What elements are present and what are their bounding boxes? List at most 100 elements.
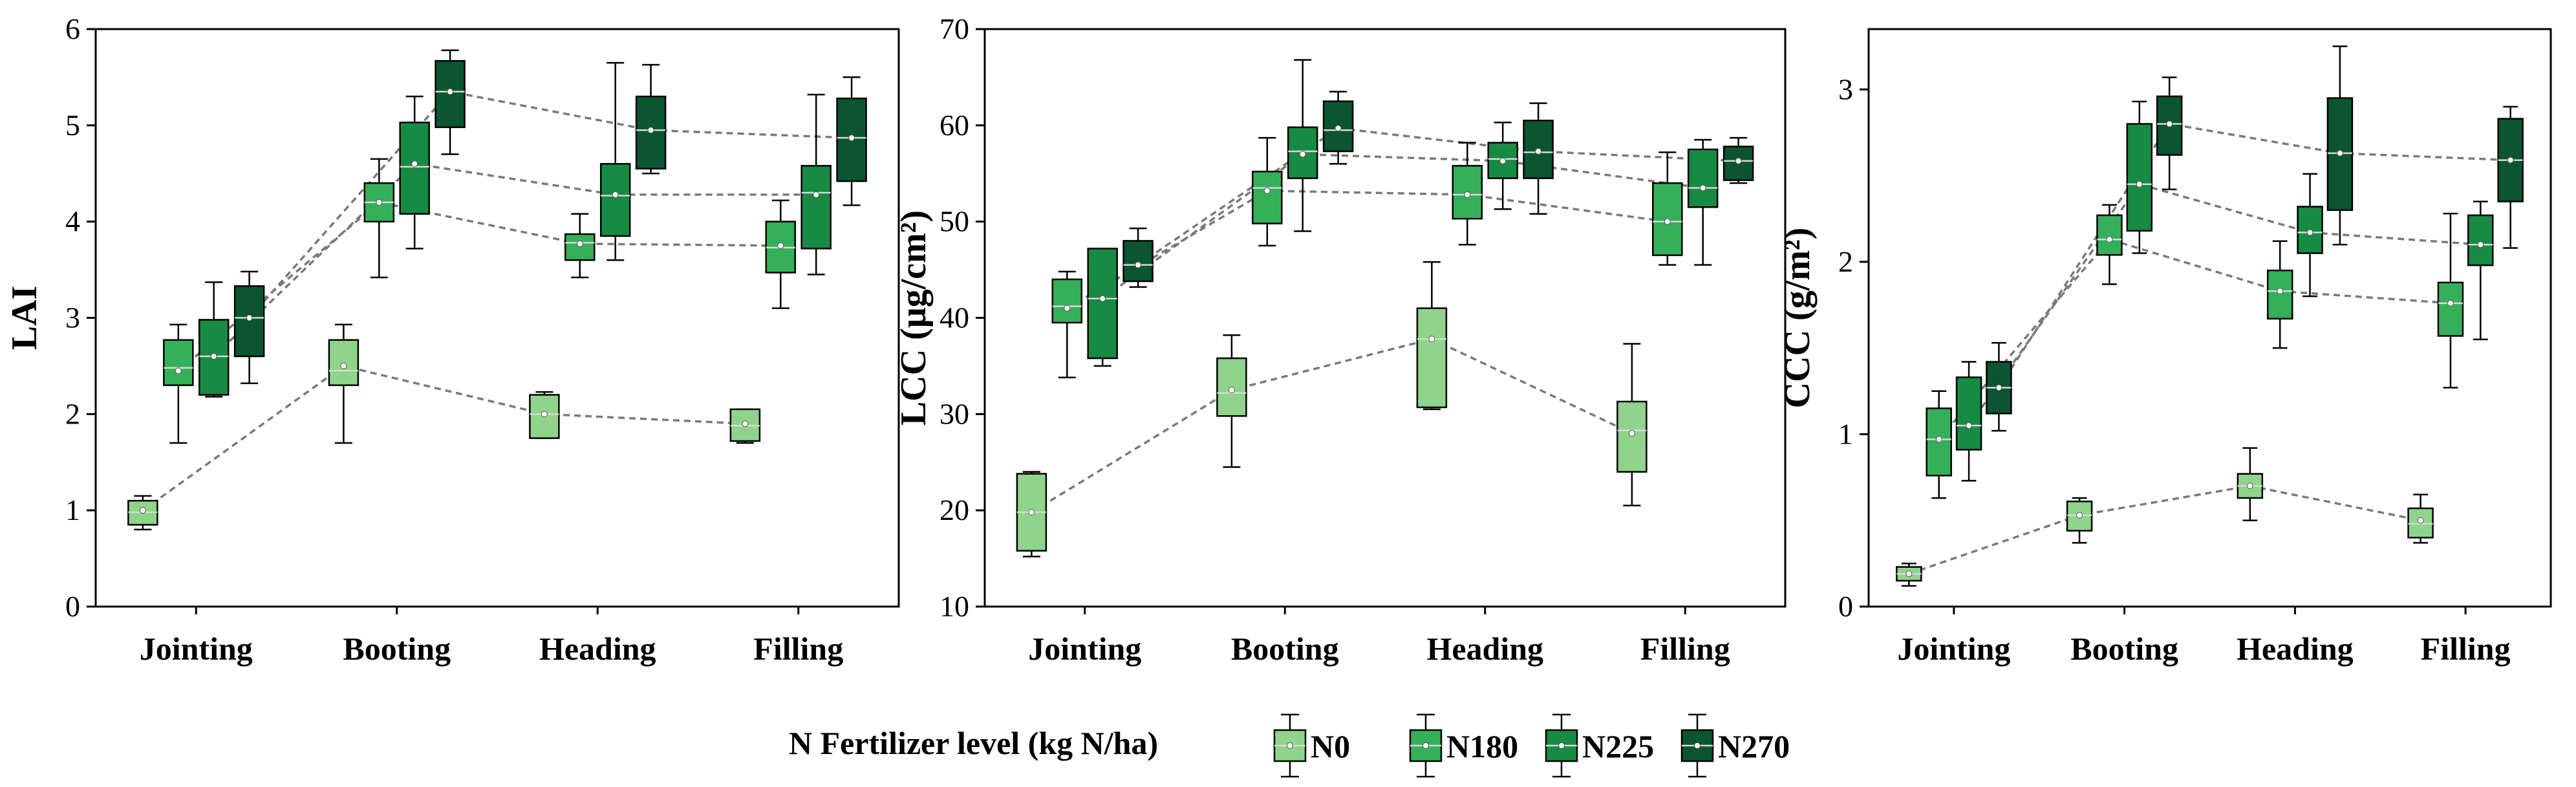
mean-marker (2477, 241, 2484, 248)
box-body (2266, 269, 2293, 320)
y-tick-label: 70 (939, 12, 969, 45)
y-tick-label: 4 (65, 205, 80, 238)
mean-marker (612, 191, 619, 198)
panel-2: 10 20 30 40 50 60 70 LCC (μg/cm²) Jointing Bootin… (894, 12, 1787, 667)
box-body (2297, 206, 2323, 254)
mean-line-n0 (142, 365, 746, 512)
box-n0-jointing (127, 495, 158, 531)
box-body (1122, 240, 1154, 283)
mean-marker (647, 127, 654, 134)
box-body (1955, 376, 1982, 451)
y-tick-label: 1 (65, 493, 80, 526)
y-tick-label: 50 (939, 205, 969, 238)
box-body (1087, 248, 1118, 360)
y-tick-label: 5 (65, 109, 80, 142)
mean-line-n225 (1102, 153, 1703, 300)
mean-line-n180 (177, 201, 781, 372)
legend-mean-marker (1422, 742, 1429, 749)
box-n180-booting (2096, 204, 2123, 285)
mean-marker (2336, 149, 2343, 156)
x-category-label: Heading (2237, 631, 2354, 667)
panel-3: 0 1 2 3 CCC (g/m²) Jointing Booting Heading Fill… (1777, 28, 2552, 667)
mean-marker (1099, 295, 1106, 302)
box-n180-jointing (1926, 390, 1952, 499)
mean-marker (1966, 422, 1973, 429)
box-body (1687, 148, 1719, 208)
mean-marker (1699, 184, 1706, 191)
x-category-label: Jointing (1897, 631, 2010, 667)
mean-marker (210, 353, 217, 360)
box-n180-filling (765, 199, 797, 309)
box-body (1051, 278, 1083, 324)
mean-marker (2076, 512, 2083, 519)
mean-marker (848, 135, 855, 142)
mean-line-n180 (1066, 189, 1668, 310)
box-n270-filling (2497, 105, 2524, 249)
mean-line-n225 (213, 162, 817, 358)
y-tick-label: 3 (65, 301, 80, 334)
mean-marker (813, 191, 820, 198)
mean-marker (2166, 120, 2173, 127)
box-body (599, 163, 631, 237)
box-n0-filling (2407, 493, 2434, 544)
box-n225-jointing (1087, 248, 1118, 367)
box-body (2326, 97, 2354, 211)
legend-mean-marker (1558, 742, 1565, 749)
box-n0-jointing (1016, 471, 1047, 557)
mean-marker (2306, 229, 2313, 236)
mean-marker (1735, 157, 1742, 164)
mean-marker (1335, 125, 1342, 132)
y-tick-label: 2 (1838, 245, 1853, 278)
box-n0-booting (1216, 334, 1247, 468)
box-n225-filling (1687, 138, 1719, 266)
box-n270-heading (2326, 45, 2354, 246)
mean-marker (1299, 151, 1306, 158)
x-category-label: Filling (2421, 631, 2511, 667)
box-n225-filling (2467, 200, 2494, 341)
plot-frame (1867, 28, 2552, 608)
box-body (233, 285, 265, 358)
mean-marker (1263, 188, 1271, 195)
box-n270-jointing (233, 270, 265, 384)
mean-marker (175, 367, 182, 374)
box-n225-jointing (198, 281, 230, 398)
legend-label: N270 (1718, 728, 1790, 764)
legend-label: N225 (1582, 728, 1654, 764)
mean-marker (541, 411, 548, 418)
mean-marker (376, 199, 383, 206)
mean-marker (1135, 261, 1142, 268)
box-n270-jointing (1986, 341, 2012, 432)
mean-marker (1664, 218, 1671, 225)
plot-frame (94, 28, 900, 608)
box-n180-heading (564, 213, 596, 279)
mean-marker (1064, 305, 1071, 312)
mean-marker (2136, 180, 2143, 188)
mean-marker (2246, 482, 2253, 490)
box-n0-jointing (1896, 563, 1922, 587)
box-body (1616, 400, 1648, 473)
box-n180-booting (1252, 136, 1283, 247)
box-n180-heading (1452, 142, 1483, 246)
y-tick-label: 60 (939, 109, 969, 142)
mean-marker (340, 362, 347, 369)
y-tick-label: 3 (1838, 72, 1853, 105)
box-body (328, 339, 360, 386)
box-n270-heading (635, 63, 667, 175)
box-body (2437, 281, 2464, 337)
x-category-label: Heading (1426, 631, 1543, 667)
mean-marker (1935, 436, 1942, 443)
mean-line-n0 (1031, 338, 1633, 513)
mean-line-n180 (1938, 238, 2451, 440)
mean-marker (576, 240, 583, 247)
x-category-label: Filling (1640, 631, 1730, 667)
x-category-label: Booting (2070, 631, 2178, 667)
legend-entry-n0: N0 (1273, 713, 1350, 778)
legend-label: N0 (1311, 728, 1350, 764)
legend-mean-marker (1694, 742, 1701, 749)
box-n180-booting (363, 158, 395, 279)
box-body (2066, 501, 2093, 532)
legend-mean-marker (1287, 742, 1293, 749)
box-n180-jointing (163, 323, 194, 444)
